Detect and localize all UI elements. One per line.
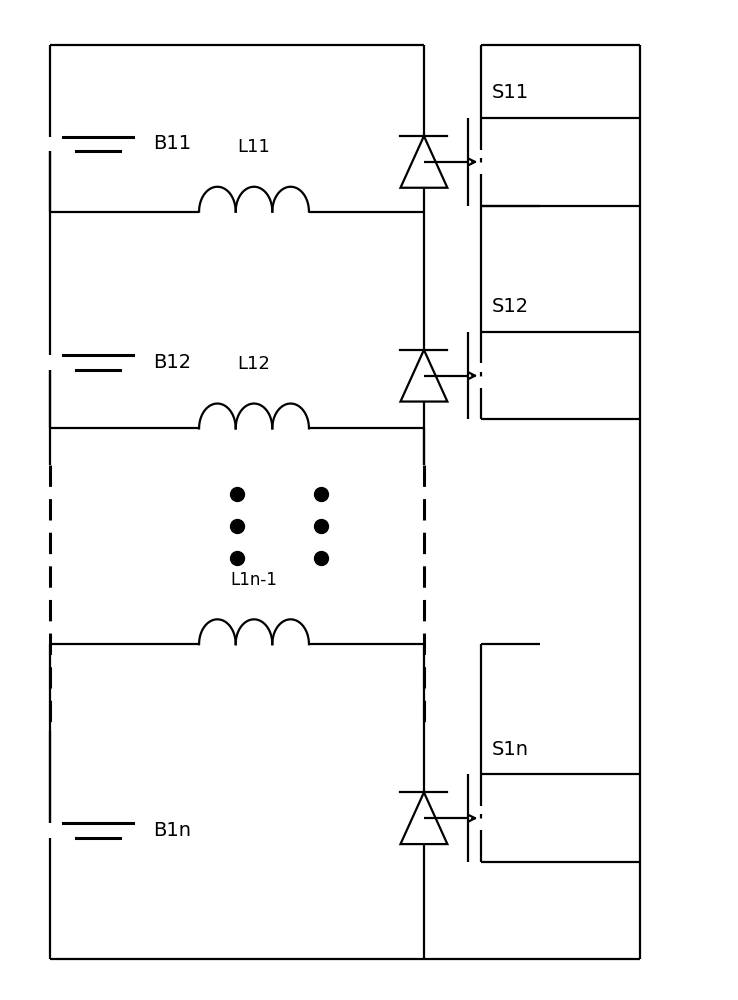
Text: B11: B11 — [153, 134, 191, 153]
Text: L11: L11 — [238, 138, 270, 156]
Text: L1n-1: L1n-1 — [230, 571, 277, 589]
Text: B12: B12 — [153, 353, 191, 372]
Text: B1n: B1n — [153, 821, 191, 840]
Text: S11: S11 — [492, 83, 529, 102]
Text: S12: S12 — [492, 297, 529, 316]
Text: S1n: S1n — [492, 740, 529, 759]
Text: L12: L12 — [238, 355, 270, 373]
